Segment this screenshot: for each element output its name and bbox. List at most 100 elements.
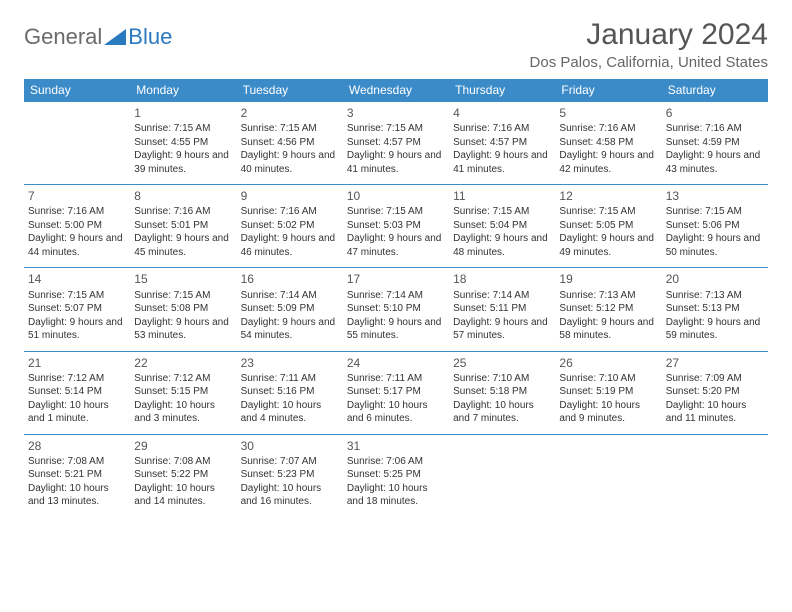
day-cell: 11Sunrise: 7:15 AMSunset: 5:04 PMDayligh…	[449, 185, 555, 268]
day-cell: 19Sunrise: 7:13 AMSunset: 5:12 PMDayligh…	[555, 268, 661, 351]
daylight-text: Daylight: 9 hours and 51 minutes.	[28, 316, 126, 343]
calendar-table: Sunday Monday Tuesday Wednesday Thursday…	[24, 79, 768, 517]
sunrise-text: Sunrise: 7:13 AM	[666, 289, 764, 303]
day-number: 9	[241, 188, 339, 204]
day-header-row: Sunday Monday Tuesday Wednesday Thursday…	[24, 79, 768, 102]
day-cell: 28Sunrise: 7:08 AMSunset: 5:21 PMDayligh…	[24, 434, 130, 517]
daylight-text: Daylight: 10 hours and 3 minutes.	[134, 399, 232, 426]
day-cell: 4Sunrise: 7:16 AMSunset: 4:57 PMDaylight…	[449, 102, 555, 185]
sunrise-text: Sunrise: 7:11 AM	[241, 372, 339, 386]
sunrise-text: Sunrise: 7:16 AM	[28, 205, 126, 219]
sunrise-text: Sunrise: 7:16 AM	[241, 205, 339, 219]
day-number: 7	[28, 188, 126, 204]
daylight-text: Daylight: 10 hours and 9 minutes.	[559, 399, 657, 426]
day-cell: 30Sunrise: 7:07 AMSunset: 5:23 PMDayligh…	[237, 434, 343, 517]
daylight-text: Daylight: 9 hours and 39 minutes.	[134, 149, 232, 176]
daylight-text: Daylight: 9 hours and 53 minutes.	[134, 316, 232, 343]
day-cell: 24Sunrise: 7:11 AMSunset: 5:17 PMDayligh…	[343, 351, 449, 434]
day-cell	[24, 102, 130, 185]
day-cell: 22Sunrise: 7:12 AMSunset: 5:15 PMDayligh…	[130, 351, 236, 434]
logo-triangle-icon	[104, 29, 126, 45]
day-cell: 26Sunrise: 7:10 AMSunset: 5:19 PMDayligh…	[555, 351, 661, 434]
sunset-text: Sunset: 4:58 PM	[559, 136, 657, 150]
day-cell: 31Sunrise: 7:06 AMSunset: 5:25 PMDayligh…	[343, 434, 449, 517]
daylight-text: Daylight: 9 hours and 45 minutes.	[134, 232, 232, 259]
sunrise-text: Sunrise: 7:13 AM	[559, 289, 657, 303]
sunset-text: Sunset: 5:04 PM	[453, 219, 551, 233]
sunset-text: Sunset: 5:18 PM	[453, 385, 551, 399]
day-number: 18	[453, 271, 551, 287]
day-number: 6	[666, 105, 764, 121]
week-row: 28Sunrise: 7:08 AMSunset: 5:21 PMDayligh…	[24, 434, 768, 517]
sunrise-text: Sunrise: 7:15 AM	[559, 205, 657, 219]
daylight-text: Daylight: 9 hours and 58 minutes.	[559, 316, 657, 343]
daylight-text: Daylight: 9 hours and 59 minutes.	[666, 316, 764, 343]
sunset-text: Sunset: 5:13 PM	[666, 302, 764, 316]
sunrise-text: Sunrise: 7:14 AM	[347, 289, 445, 303]
sunrise-text: Sunrise: 7:15 AM	[28, 289, 126, 303]
sunrise-text: Sunrise: 7:15 AM	[134, 289, 232, 303]
sunset-text: Sunset: 5:12 PM	[559, 302, 657, 316]
day-number: 17	[347, 271, 445, 287]
day-number: 27	[666, 355, 764, 371]
day-cell: 29Sunrise: 7:08 AMSunset: 5:22 PMDayligh…	[130, 434, 236, 517]
sunset-text: Sunset: 5:19 PM	[559, 385, 657, 399]
daylight-text: Daylight: 9 hours and 40 minutes.	[241, 149, 339, 176]
day-cell: 1Sunrise: 7:15 AMSunset: 4:55 PMDaylight…	[130, 102, 236, 185]
day-cell: 3Sunrise: 7:15 AMSunset: 4:57 PMDaylight…	[343, 102, 449, 185]
day-header-thu: Thursday	[449, 79, 555, 102]
daylight-text: Daylight: 10 hours and 7 minutes.	[453, 399, 551, 426]
sunset-text: Sunset: 4:57 PM	[347, 136, 445, 150]
day-cell: 17Sunrise: 7:14 AMSunset: 5:10 PMDayligh…	[343, 268, 449, 351]
daylight-text: Daylight: 10 hours and 11 minutes.	[666, 399, 764, 426]
sunset-text: Sunset: 5:14 PM	[28, 385, 126, 399]
day-cell: 2Sunrise: 7:15 AMSunset: 4:56 PMDaylight…	[237, 102, 343, 185]
day-cell	[449, 434, 555, 517]
daylight-text: Daylight: 10 hours and 18 minutes.	[347, 482, 445, 509]
sunrise-text: Sunrise: 7:15 AM	[347, 205, 445, 219]
day-number: 22	[134, 355, 232, 371]
day-cell: 7Sunrise: 7:16 AMSunset: 5:00 PMDaylight…	[24, 185, 130, 268]
sunrise-text: Sunrise: 7:10 AM	[559, 372, 657, 386]
sunset-text: Sunset: 5:09 PM	[241, 302, 339, 316]
day-cell: 25Sunrise: 7:10 AMSunset: 5:18 PMDayligh…	[449, 351, 555, 434]
day-cell: 16Sunrise: 7:14 AMSunset: 5:09 PMDayligh…	[237, 268, 343, 351]
sunrise-text: Sunrise: 7:11 AM	[347, 372, 445, 386]
daylight-text: Daylight: 9 hours and 41 minutes.	[347, 149, 445, 176]
sunrise-text: Sunrise: 7:15 AM	[666, 205, 764, 219]
day-cell: 9Sunrise: 7:16 AMSunset: 5:02 PMDaylight…	[237, 185, 343, 268]
day-number: 28	[28, 438, 126, 454]
day-number: 21	[28, 355, 126, 371]
day-number: 20	[666, 271, 764, 287]
day-number: 15	[134, 271, 232, 287]
header: General Blue January 2024 Dos Palos, Cal…	[24, 18, 768, 71]
daylight-text: Daylight: 10 hours and 4 minutes.	[241, 399, 339, 426]
sunrise-text: Sunrise: 7:07 AM	[241, 455, 339, 469]
sunset-text: Sunset: 5:01 PM	[134, 219, 232, 233]
month-title: January 2024	[530, 18, 768, 52]
sunset-text: Sunset: 5:00 PM	[28, 219, 126, 233]
day-number: 1	[134, 105, 232, 121]
day-header-sat: Saturday	[662, 79, 768, 102]
sunset-text: Sunset: 5:22 PM	[134, 468, 232, 482]
day-cell: 10Sunrise: 7:15 AMSunset: 5:03 PMDayligh…	[343, 185, 449, 268]
sunset-text: Sunset: 5:17 PM	[347, 385, 445, 399]
day-cell: 18Sunrise: 7:14 AMSunset: 5:11 PMDayligh…	[449, 268, 555, 351]
sunrise-text: Sunrise: 7:06 AM	[347, 455, 445, 469]
daylight-text: Daylight: 10 hours and 13 minutes.	[28, 482, 126, 509]
daylight-text: Daylight: 9 hours and 44 minutes.	[28, 232, 126, 259]
day-cell	[662, 434, 768, 517]
day-number: 30	[241, 438, 339, 454]
daylight-text: Daylight: 10 hours and 16 minutes.	[241, 482, 339, 509]
sunset-text: Sunset: 4:59 PM	[666, 136, 764, 150]
day-cell: 21Sunrise: 7:12 AMSunset: 5:14 PMDayligh…	[24, 351, 130, 434]
daylight-text: Daylight: 9 hours and 49 minutes.	[559, 232, 657, 259]
sunset-text: Sunset: 5:07 PM	[28, 302, 126, 316]
sunset-text: Sunset: 4:57 PM	[453, 136, 551, 150]
day-number: 5	[559, 105, 657, 121]
daylight-text: Daylight: 10 hours and 6 minutes.	[347, 399, 445, 426]
sunrise-text: Sunrise: 7:15 AM	[241, 122, 339, 136]
day-cell: 12Sunrise: 7:15 AMSunset: 5:05 PMDayligh…	[555, 185, 661, 268]
day-number: 29	[134, 438, 232, 454]
day-cell: 6Sunrise: 7:16 AMSunset: 4:59 PMDaylight…	[662, 102, 768, 185]
